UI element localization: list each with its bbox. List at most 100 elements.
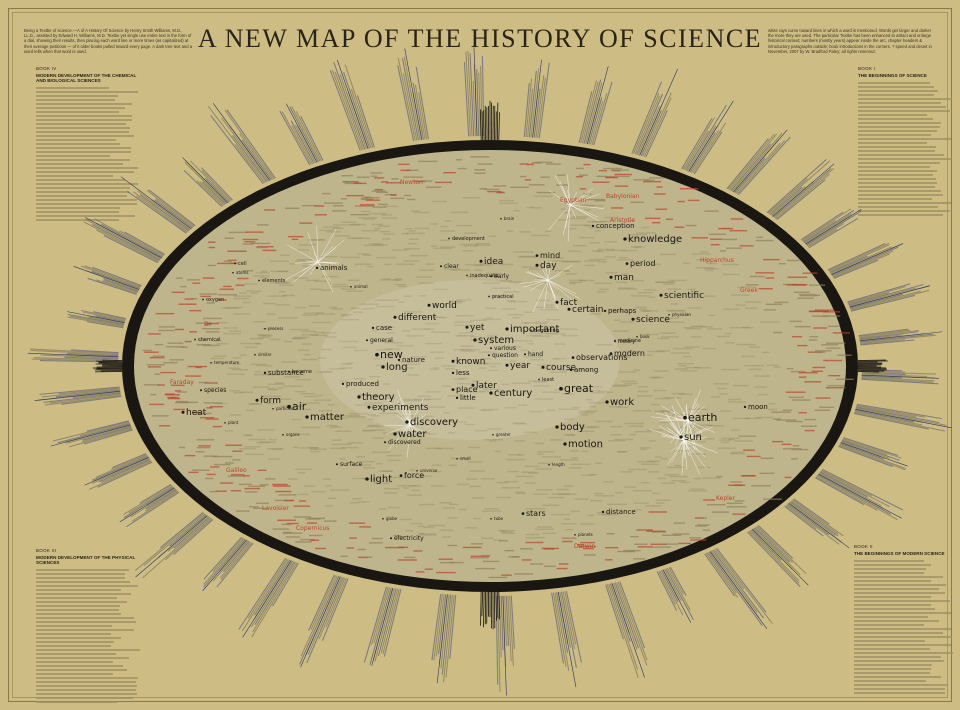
- spoke-line: [861, 371, 937, 375]
- texture-mark: [792, 445, 800, 447]
- text-line: [36, 175, 113, 177]
- text-line: [854, 564, 932, 566]
- spoke-line: [816, 475, 898, 521]
- spoke-line: [403, 56, 421, 141]
- texture-mark: [387, 459, 401, 462]
- word-globe: globe: [386, 516, 398, 521]
- texture-mark: [672, 413, 691, 416]
- texture-mark: [604, 256, 616, 258]
- spoke-line: [73, 391, 121, 399]
- spoke-line: [858, 329, 911, 338]
- texture-mark: [561, 261, 580, 263]
- texture-mark: [690, 325, 706, 328]
- texture-mark: [144, 351, 159, 353]
- texture-mark: [394, 283, 406, 286]
- texture-mark: [256, 272, 270, 274]
- texture-mark: [648, 296, 656, 299]
- word-experiments: experiments: [372, 403, 429, 413]
- texture-mark: [298, 500, 307, 502]
- texture-mark: [342, 181, 359, 183]
- word-little: little: [460, 394, 476, 402]
- texture-mark: [406, 232, 426, 235]
- texture-mark: [501, 574, 512, 576]
- spoke-line: [201, 170, 232, 202]
- texture-mark: [679, 426, 688, 429]
- texture-mark: [279, 290, 286, 293]
- spoke-line: [682, 117, 716, 170]
- texture-mark: [809, 336, 819, 338]
- texture-mark: [205, 418, 219, 420]
- texture-mark: [499, 280, 512, 282]
- text-line: [36, 111, 120, 113]
- texture-mark: [626, 220, 634, 222]
- texture-mark: [508, 454, 521, 456]
- texture-mark: [326, 425, 338, 427]
- texture-mark: [281, 361, 298, 363]
- texture-mark: [653, 193, 666, 195]
- texture-mark: [310, 334, 329, 337]
- texture-mark: [482, 318, 502, 321]
- texture-mark: [663, 240, 679, 242]
- texture-mark: [542, 504, 560, 507]
- word-water: water: [398, 429, 427, 440]
- word-case: case: [376, 324, 392, 332]
- spoke-line: [380, 588, 399, 653]
- spoke-line: [691, 130, 720, 173]
- texture-mark: [524, 322, 537, 324]
- texture-mark: [624, 382, 638, 385]
- texture-mark: [617, 550, 636, 553]
- texture-mark: [548, 496, 565, 499]
- texture-mark: [272, 528, 289, 530]
- texture-mark: [785, 391, 806, 393]
- spoke-axis: [34, 390, 121, 401]
- texture-mark: [751, 485, 771, 487]
- text-line: [858, 186, 935, 188]
- texture-mark: [762, 498, 783, 500]
- texture-mark: [610, 169, 629, 171]
- texture-mark: [814, 409, 831, 412]
- texture-mark: [653, 389, 667, 392]
- text-line: [36, 139, 117, 141]
- spoke-line: [855, 406, 940, 424]
- texture-mark: [307, 239, 325, 241]
- word-science: science: [636, 315, 670, 325]
- texture-mark: [198, 339, 206, 342]
- texture-mark: [663, 397, 682, 399]
- texture-mark: [463, 245, 479, 247]
- texture-mark: [494, 450, 502, 453]
- text-line: [36, 107, 126, 109]
- word-different: different: [398, 313, 437, 323]
- word-ray: [680, 420, 689, 436]
- spoke-line: [415, 66, 429, 140]
- spoke-line: [787, 503, 830, 536]
- texture-mark: [544, 548, 555, 550]
- texture-mark: [687, 490, 707, 492]
- texture-mark: [748, 408, 759, 410]
- texture-mark: [328, 368, 346, 370]
- texture-mark: [276, 387, 284, 389]
- spoke-line: [591, 93, 608, 145]
- word-dot: [210, 362, 212, 364]
- texture-mark: [397, 559, 417, 561]
- spoke-line: [44, 394, 122, 406]
- spoke-line: [775, 173, 830, 220]
- texture-mark: [704, 267, 719, 270]
- texture-mark: [653, 370, 669, 372]
- spoke-line: [560, 591, 577, 668]
- name-darwin: Darwin: [574, 543, 595, 550]
- texture-mark: [468, 446, 480, 449]
- texture-mark: [314, 214, 327, 216]
- texture-mark: [447, 544, 458, 547]
- word-ray: [397, 424, 411, 437]
- texture-mark: [596, 175, 607, 178]
- texture-mark: [323, 478, 332, 480]
- texture-mark: [597, 513, 612, 516]
- texture-mark: [283, 499, 295, 502]
- texture-mark: [269, 260, 289, 262]
- texture-mark: [599, 288, 610, 291]
- text-line: [36, 581, 131, 583]
- spoke-line: [497, 595, 501, 692]
- spoke-line: [103, 235, 158, 264]
- texture-mark: [208, 241, 216, 243]
- texture-mark: [206, 473, 216, 476]
